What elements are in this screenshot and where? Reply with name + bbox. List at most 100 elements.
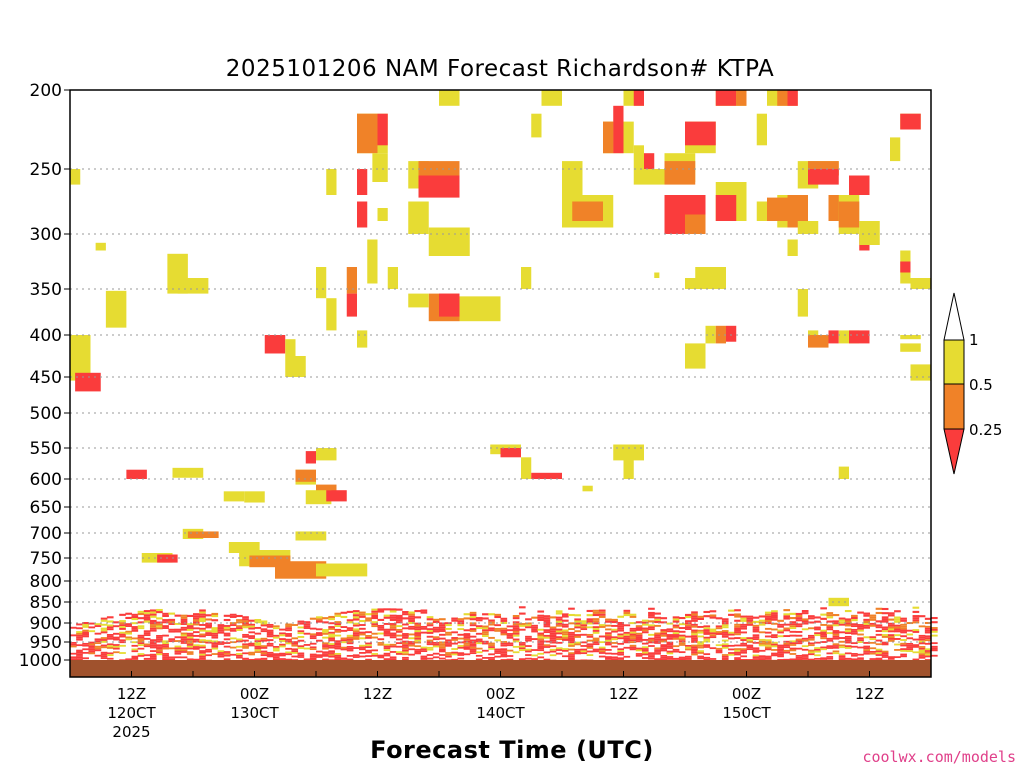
- ri-cell: [758, 631, 766, 634]
- ri-cell: [918, 642, 926, 645]
- ri-cell: [248, 619, 256, 622]
- ri-cell: [223, 645, 231, 648]
- ri-cell: [279, 643, 286, 646]
- ri-cell: [359, 624, 366, 626]
- ri-cell: [592, 637, 600, 640]
- ri-cell: [697, 625, 704, 628]
- ri-cell: [931, 627, 938, 629]
- ri-cell: [654, 638, 661, 641]
- ri-cell: [666, 656, 674, 658]
- ri-cell: [279, 658, 286, 660]
- ri-cell: [377, 608, 385, 611]
- ri-cell: [900, 635, 907, 638]
- ri-cell: [131, 637, 139, 640]
- ri-cell: [678, 642, 686, 645]
- ri-cell: [832, 637, 840, 640]
- ri-cell: [771, 649, 778, 651]
- ri-cell: [801, 628, 809, 631]
- ri-cell: [211, 614, 219, 618]
- ri-cell: [297, 635, 305, 638]
- ri-cell: [924, 631, 932, 634]
- ri-cell: [193, 617, 200, 620]
- ri-cell: [439, 643, 446, 646]
- ri-cell: [88, 630, 96, 633]
- ri-cell: [463, 635, 471, 637]
- ri-cell: [838, 653, 846, 656]
- ri-cell: [149, 613, 157, 616]
- ri-cell: [777, 648, 784, 651]
- ri-cell: [752, 634, 760, 637]
- ri-cell: [186, 636, 194, 639]
- ri-cell: [168, 656, 176, 659]
- ri-cell: [180, 620, 188, 624]
- ri-cell: [721, 618, 729, 621]
- ri-cell: [100, 639, 108, 641]
- ri-cell: [746, 644, 754, 647]
- ri-cell: [838, 621, 846, 624]
- ri-cell: [697, 650, 704, 653]
- ri-cell: [931, 621, 938, 624]
- ri-cell: [352, 618, 360, 621]
- ri-cell: [149, 629, 157, 632]
- ri-cell: [918, 625, 926, 628]
- y-tick-label: 500: [30, 404, 62, 424]
- ri-cell: [691, 613, 698, 616]
- ri-cell: [193, 631, 200, 634]
- ri-cell: [316, 639, 323, 642]
- ri-cell: [119, 627, 126, 630]
- ri-cell: [789, 642, 797, 645]
- ri-cell: [408, 641, 415, 643]
- ri-cell: [457, 654, 465, 656]
- ri-cell: [451, 653, 458, 656]
- ri-cell: [568, 631, 575, 634]
- ri-cell: [113, 651, 120, 654]
- ri-cell: [326, 490, 347, 502]
- ri-cell: [703, 658, 711, 661]
- ri-cell: [832, 614, 840, 617]
- ri-cell: [285, 651, 292, 654]
- ri-cell: [180, 647, 188, 650]
- ri-cell: [660, 656, 668, 659]
- credit-link[interactable]: coolwx.com/models: [862, 748, 1016, 766]
- ri-cell: [635, 627, 643, 629]
- ri-cell: [613, 444, 644, 461]
- ri-cell: [715, 647, 723, 650]
- ri-cell: [641, 621, 649, 624]
- ri-cell: [697, 646, 704, 649]
- ri-cell: [666, 641, 674, 644]
- ri-cell: [408, 642, 415, 645]
- ri-cell: [598, 609, 606, 612]
- ri-cell: [359, 648, 366, 651]
- ri-cell: [156, 623, 163, 626]
- ri-cell: [389, 656, 397, 659]
- ri-cell: [291, 624, 299, 626]
- ri-cell: [211, 647, 219, 650]
- ri-cell: [666, 637, 674, 640]
- ri-cell: [641, 631, 649, 634]
- ri-cell: [611, 620, 618, 624]
- ri-cell: [168, 620, 176, 624]
- ri-cell: [746, 646, 754, 649]
- ri-cell: [76, 623, 83, 626]
- ri-cell: [592, 628, 600, 631]
- ri-cell: [758, 619, 766, 622]
- ri-cell: [106, 634, 114, 636]
- ri-cell: [316, 448, 337, 461]
- ri-cell: [863, 612, 871, 615]
- ri-cell: [875, 611, 883, 615]
- ri-cell: [672, 657, 680, 660]
- ri-cell: [611, 642, 618, 644]
- ri-cell: [309, 617, 317, 620]
- ri-cell: [814, 650, 821, 653]
- ri-cell: [685, 648, 692, 651]
- ri-cell: [156, 651, 163, 654]
- ri-cell: [469, 628, 477, 630]
- ri-cell: [826, 616, 834, 619]
- ri-cell: [549, 641, 557, 644]
- ri-cell: [506, 655, 514, 657]
- ri-cell: [900, 629, 907, 632]
- ri-cell: [162, 654, 169, 657]
- ri-cell: [562, 635, 569, 638]
- ri-cell: [844, 639, 852, 642]
